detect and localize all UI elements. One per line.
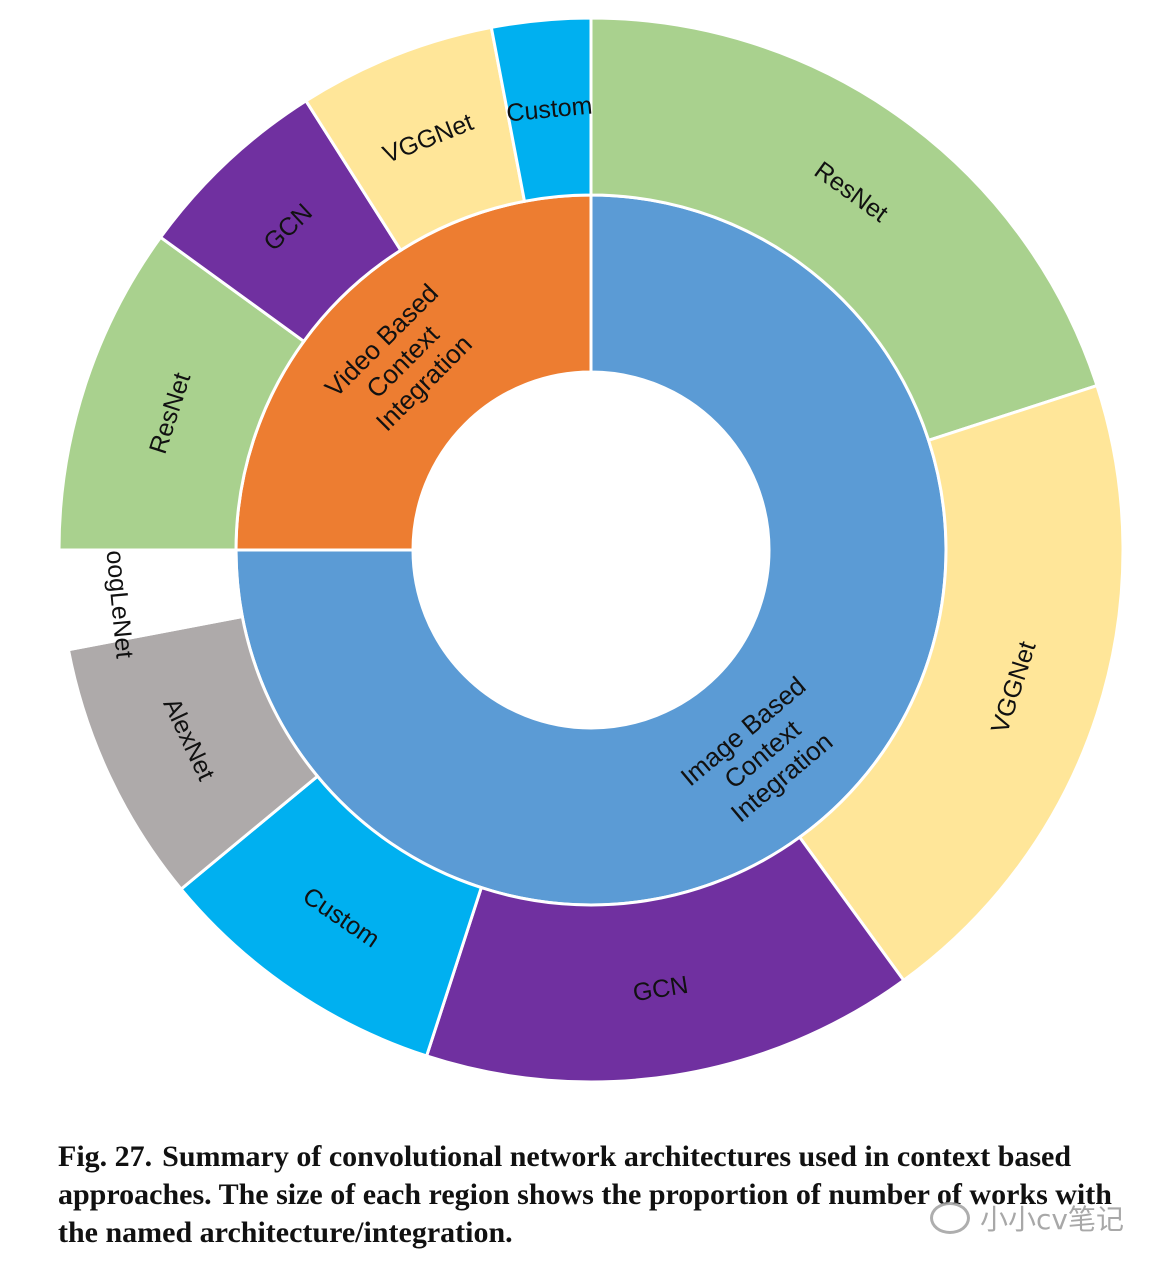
outer-segment-gcn-2	[424, 835, 906, 1084]
chat-bubble-icon	[930, 1202, 970, 1234]
outer-segment-vggnet-1	[797, 383, 1125, 983]
watermark: 小小cv笔记	[930, 1198, 1124, 1238]
sunburst-chart: ResNetVGGNetGCNCustomAlexNetGoogLeNetRes…	[57, 16, 1125, 1084]
inner-label-video-based-context-integration: Video BasedContextIntegration	[319, 278, 487, 446]
outer-segment-resnet-0	[589, 16, 1099, 443]
figure-number: Fig. 27.	[58, 1140, 153, 1173]
outer-segment-custom-9	[489, 16, 593, 204]
watermark-text: 小小cv笔记	[980, 1203, 1124, 1236]
